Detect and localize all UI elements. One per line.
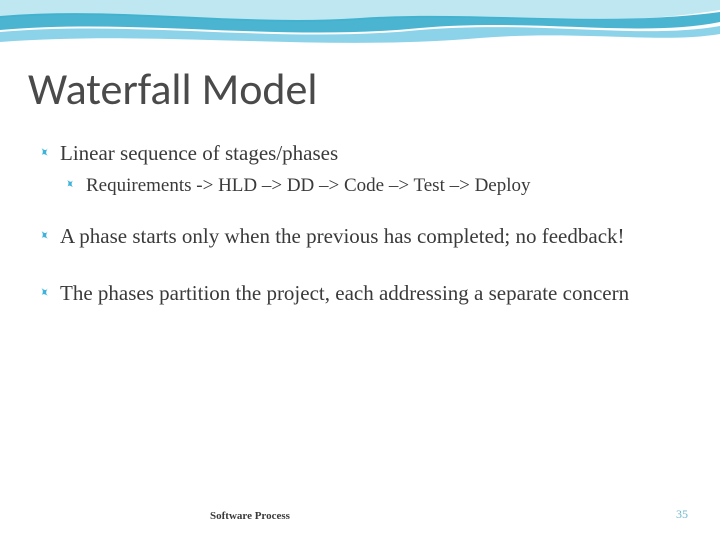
bullet-item: The phases partition the project, each a… [38,280,682,307]
bullet-sub-item: Requirements -> HLD –> DD –> Code –> Tes… [64,173,682,199]
bullet-item: A phase starts only when the previous ha… [38,223,682,250]
decorative-wave [0,0,720,70]
slide-content: Linear sequence of stages/phases Require… [38,140,682,314]
slide-title: Waterfall Model [28,62,318,116]
footer-label: Software Process [210,510,290,522]
bullet-item: Linear sequence of stages/phases [38,140,682,167]
page-number: 35 [676,507,688,522]
